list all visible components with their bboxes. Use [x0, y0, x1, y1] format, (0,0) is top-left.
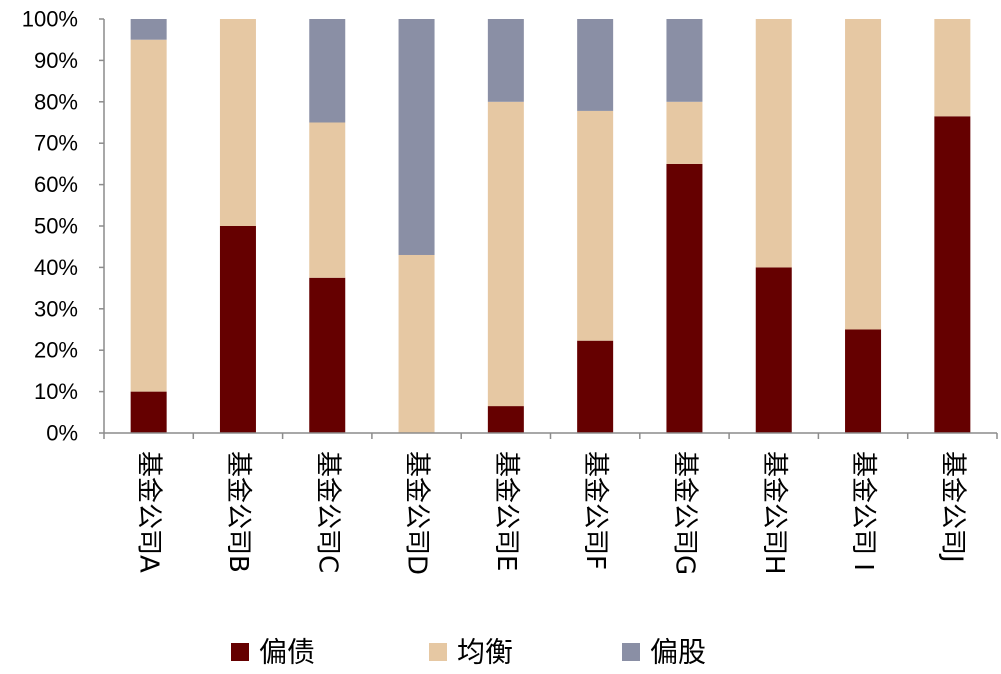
bar-segment	[309, 277, 346, 433]
bar-segment	[130, 391, 167, 433]
bar-segment	[398, 254, 435, 433]
bar-stack	[666, 19, 703, 433]
bar-segment	[487, 19, 524, 102]
bar-segment	[934, 19, 971, 117]
legend-label: 均衡	[457, 636, 513, 669]
bar-segment	[755, 19, 792, 268]
bar-stack	[934, 19, 971, 433]
bar-stack	[130, 19, 167, 433]
bar-stack	[219, 19, 256, 433]
bar-stack	[309, 19, 346, 433]
bar-segment	[398, 19, 435, 255]
y-axis-tick-labels: 0% 10% 20% 30% 40% 50% 60% 70% 80% 90% 100%	[22, 7, 78, 446]
legend-item: 偏债	[231, 636, 315, 669]
legend-label: 偏股	[650, 636, 706, 669]
legend-label: 偏债	[259, 636, 315, 669]
legend-item: 均衡	[429, 636, 513, 669]
legend: 偏债 均衡 偏股	[231, 636, 706, 669]
bar-segment	[577, 340, 614, 433]
bar-segment	[755, 267, 792, 433]
bar-segment	[934, 116, 971, 433]
bar-segment	[487, 406, 524, 433]
bar-segment	[577, 110, 614, 341]
category-label: 基金公司C	[312, 451, 342, 573]
bar-segment	[666, 163, 703, 433]
bar-stack	[755, 19, 792, 433]
bar-stack	[845, 19, 882, 433]
y-tick-label: 30%	[34, 296, 78, 321]
category-label: 基金公司D	[402, 451, 432, 575]
category-label: 基金公司G	[669, 451, 699, 575]
bar-stack	[398, 19, 435, 433]
category-label: 基金公司J	[937, 451, 967, 563]
category-label: 基金公司B	[223, 451, 253, 573]
category-label: 基金公司E	[491, 451, 521, 571]
bar-segment	[219, 19, 256, 226]
bars-layer	[130, 19, 971, 433]
legend-swatch	[622, 643, 640, 661]
bar-segment	[219, 226, 256, 433]
category-label: 基金公司F	[580, 451, 610, 570]
bar-stack	[577, 19, 614, 433]
legend-item: 偏股	[622, 636, 706, 669]
legend-swatch	[429, 643, 447, 661]
bar-segment	[487, 101, 524, 407]
y-tick-label: 0%	[46, 421, 78, 446]
legend-swatch	[231, 643, 249, 661]
bar-segment	[845, 19, 882, 330]
axes-layer	[99, 18, 998, 439]
y-tick-label: 60%	[34, 172, 78, 197]
x-axis-category-labels: 基金公司A 基金公司B 基金公司C 基金公司D 基金公司E 基金公司F 基金公司G 基金公司H…	[134, 451, 968, 575]
y-tick-label: 80%	[34, 89, 78, 114]
bar-segment	[577, 19, 614, 111]
category-label: 基金公司A	[134, 451, 164, 573]
category-label: 基金公司 I	[848, 451, 878, 571]
bar-segment	[845, 329, 882, 433]
y-tick-label: 20%	[34, 338, 78, 363]
bar-segment	[666, 101, 703, 164]
category-label: 基金公司H	[759, 451, 789, 575]
bar-segment	[666, 19, 703, 102]
y-tick-label: 90%	[34, 48, 78, 73]
y-tick-label: 50%	[34, 214, 78, 239]
bar-segment	[130, 39, 167, 392]
y-tick-label: 40%	[34, 255, 78, 280]
bar-stack	[487, 19, 524, 433]
y-tick-label: 100%	[22, 7, 78, 32]
y-tick-label: 70%	[34, 131, 78, 156]
bar-segment	[309, 122, 346, 278]
y-tick-label: 10%	[34, 379, 78, 404]
bar-segment	[130, 19, 167, 40]
bar-segment	[309, 19, 346, 123]
